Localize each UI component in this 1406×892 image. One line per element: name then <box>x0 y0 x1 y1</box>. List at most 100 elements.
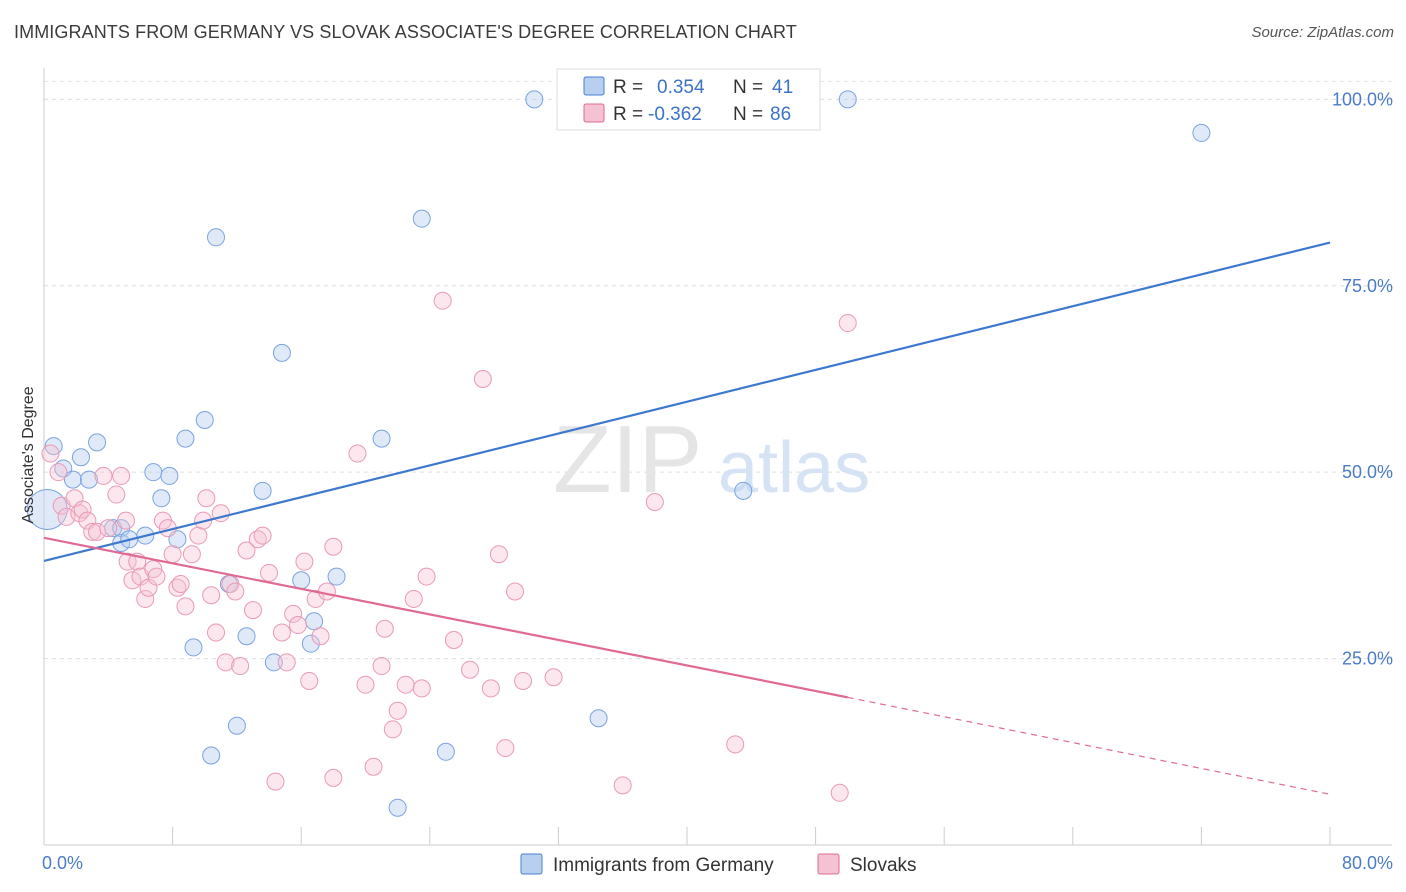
point-germany <box>734 481 753 500</box>
point-slovaks <box>364 757 383 776</box>
point-slovaks <box>272 623 291 642</box>
point-slovaks <box>306 589 325 608</box>
point-slovaks <box>136 589 155 608</box>
point-slovaks <box>277 653 296 672</box>
point-germany <box>292 571 311 590</box>
point-slovaks <box>489 545 508 564</box>
point-slovaks <box>726 735 745 754</box>
point-slovaks <box>645 493 664 512</box>
y-tick-label: 75.0% <box>1342 276 1393 296</box>
point-germany <box>388 798 407 817</box>
point-germany <box>412 209 431 228</box>
series-legend: Immigrants from Germany Slovaks <box>520 853 917 876</box>
y-tick-label: 100.0% <box>1332 89 1393 109</box>
point-slovaks <box>260 563 279 582</box>
point-slovaks <box>94 466 113 485</box>
legend-n-label-pink: N = <box>733 104 763 125</box>
y-tick-label: 25.0% <box>1342 649 1393 669</box>
point-slovaks <box>473 369 492 388</box>
point-slovaks <box>197 489 216 508</box>
point-slovaks <box>266 772 285 791</box>
point-germany <box>327 567 346 586</box>
point-slovaks <box>514 671 533 690</box>
point-slovaks <box>356 675 375 694</box>
point-germany <box>184 638 203 657</box>
point-slovaks <box>433 291 452 310</box>
point-germany <box>176 429 195 448</box>
point-slovaks <box>544 668 563 687</box>
source-label: Source: ZipAtlas.com <box>1251 24 1394 41</box>
point-slovaks <box>107 485 126 504</box>
watermark-atlas: atlas <box>718 428 870 508</box>
point-slovaks <box>243 601 262 620</box>
point-slovaks <box>613 776 632 795</box>
point-slovaks <box>317 582 336 601</box>
stats-legend: R = 0.354 N = 41 R = -0.362 N = 86 <box>556 68 821 131</box>
legend-n-label-blue: N = <box>733 77 763 98</box>
point-germany <box>436 742 455 761</box>
point-slovaks <box>88 522 107 541</box>
point-germany <box>264 653 283 672</box>
point-germany <box>26 488 68 530</box>
point-slovaks <box>481 679 500 698</box>
point-germany <box>88 433 107 452</box>
point-slovaks <box>189 526 208 545</box>
point-slovaks <box>348 444 367 463</box>
point-germany <box>272 343 291 362</box>
point-slovaks <box>226 582 245 601</box>
point-slovaks <box>231 657 250 676</box>
point-germany <box>227 716 246 735</box>
point-germany <box>195 410 214 429</box>
gridlines <box>44 80 1392 660</box>
series-legend-swatch-pink <box>817 853 840 875</box>
point-slovaks <box>505 582 524 601</box>
x-tick-label-max: 80.0% <box>1342 853 1393 873</box>
point-slovaks <box>112 466 131 485</box>
point-slovaks <box>496 739 515 758</box>
point-slovaks <box>237 541 256 560</box>
point-slovaks <box>73 500 92 519</box>
point-slovaks <box>41 444 60 463</box>
point-slovaks <box>163 545 182 564</box>
chart-title: IMMIGRANTS FROM GERMANY VS SLOVAK ASSOCI… <box>14 22 797 42</box>
point-slovaks <box>460 660 479 679</box>
point-germany <box>207 228 226 247</box>
trend-line-slovaks-extension <box>847 696 1331 795</box>
point-germany <box>589 709 608 728</box>
point-slovaks <box>116 511 135 530</box>
y-tick-label: 50.0% <box>1342 462 1393 482</box>
point-slovaks <box>253 526 272 545</box>
point-slovaks <box>375 619 394 638</box>
point-slovaks <box>118 552 137 571</box>
point-slovaks <box>300 671 319 690</box>
point-slovaks <box>412 679 431 698</box>
series-legend-swatch-blue <box>520 853 543 875</box>
series-immigrants-from-germany <box>26 90 1211 817</box>
point-slovaks <box>288 616 307 635</box>
trend-lines <box>43 241 1331 795</box>
point-germany <box>202 746 221 765</box>
point-germany <box>71 448 90 467</box>
y-tick-labels: 25.0% 50.0% 75.0% 100.0% <box>1332 89 1393 668</box>
point-slovaks <box>324 768 343 787</box>
point-slovaks <box>838 314 857 333</box>
point-slovaks <box>182 545 201 564</box>
axes <box>43 68 1392 846</box>
point-germany <box>144 463 163 482</box>
legend-n-value-pink: 86 <box>770 104 791 125</box>
point-slovaks <box>311 627 330 646</box>
point-germany <box>1192 123 1211 142</box>
series-legend-label-blue: Immigrants from Germany <box>553 855 774 876</box>
legend-swatch-blue <box>583 76 605 96</box>
trend-line-slovaks <box>43 536 848 699</box>
point-germany <box>301 634 320 653</box>
point-germany <box>253 481 272 500</box>
point-germany <box>237 627 256 646</box>
point-germany <box>838 90 857 109</box>
point-germany <box>63 470 82 489</box>
point-slovaks <box>396 675 415 694</box>
legend-r-value-pink: -0.362 <box>648 104 702 125</box>
point-germany <box>152 489 171 508</box>
point-slovaks <box>207 623 226 642</box>
